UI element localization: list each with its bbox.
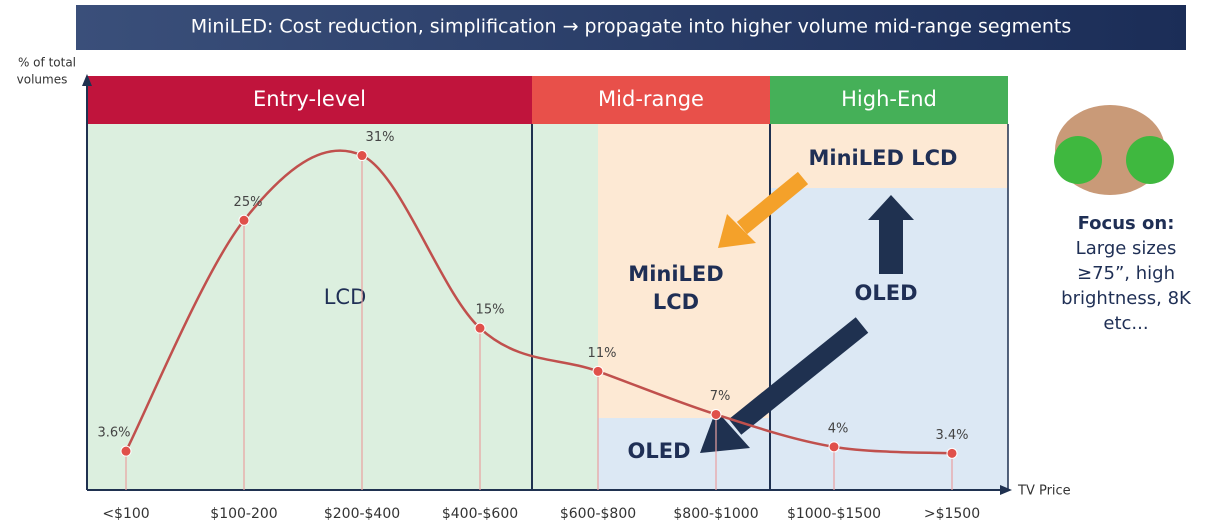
arrow-head — [700, 410, 750, 453]
x-tick-label: $1000-$1500 — [787, 506, 881, 522]
point — [828, 441, 840, 453]
segment-label: Entry-level — [253, 87, 366, 111]
focus-text: ≥75”, high — [1077, 263, 1175, 284]
title-banner — [76, 5, 1186, 50]
region-label: OLED — [627, 439, 690, 463]
segment-header — [87, 76, 532, 124]
x-axis-label: TV Price — [1017, 484, 1071, 499]
miniled-region — [598, 124, 770, 418]
data-label: 15% — [476, 303, 505, 318]
arrow — [728, 317, 869, 435]
point — [120, 445, 132, 457]
lcd-region — [87, 124, 598, 490]
focus-text: Large sizes — [1076, 238, 1177, 259]
data-label: 3.4% — [935, 428, 968, 443]
point — [946, 447, 958, 459]
x-tick-label: $800-$1000 — [673, 506, 758, 522]
point — [710, 408, 722, 420]
axis-arrow — [1000, 485, 1012, 495]
arrow — [736, 171, 809, 235]
x-tick-label: $100-200 — [210, 506, 277, 522]
data-label: 7% — [710, 389, 731, 404]
ball — [1054, 136, 1102, 184]
y-axis-label: % of total — [18, 56, 76, 70]
region-label: MiniLED LCD — [809, 146, 958, 170]
segment-label: Mid-range — [598, 87, 704, 111]
miniled-region — [770, 124, 1008, 188]
focus-text: etc... — [1103, 313, 1148, 334]
ball — [1126, 136, 1174, 184]
x-tick-label: >$1500 — [924, 506, 980, 522]
arrow-head — [868, 195, 914, 220]
segment-header — [770, 76, 1008, 124]
data-label: 11% — [588, 346, 617, 361]
x-tick-label: $600-$800 — [560, 506, 636, 522]
focus-title: Focus on: — [1078, 213, 1175, 234]
region-label: OLED — [854, 281, 917, 305]
point — [592, 365, 604, 377]
x-tick-label: $400-$600 — [442, 506, 518, 522]
point — [238, 214, 250, 226]
y-axis-label: volumes — [17, 73, 68, 87]
region-label: MiniLED — [628, 262, 723, 286]
region-label: LCD — [653, 290, 699, 314]
point — [474, 322, 486, 334]
data-label: 25% — [234, 195, 263, 210]
x-tick-label: <$100 — [102, 506, 149, 522]
arrow — [879, 218, 903, 274]
data-label: 3.6% — [97, 426, 130, 441]
region-label: LCD — [324, 285, 367, 309]
data-label: 4% — [828, 421, 849, 436]
segment-label: High-End — [841, 87, 937, 111]
arrow-head — [718, 214, 756, 248]
axis-arrow — [82, 74, 92, 86]
segment-header — [532, 76, 770, 124]
focus-text: brightness, 8K — [1061, 288, 1192, 309]
data-label: 31% — [366, 130, 395, 145]
point — [356, 150, 368, 162]
chart-title: MiniLED: Cost reduction, simplification … — [191, 16, 1072, 38]
x-tick-label: $200-$400 — [324, 506, 400, 522]
